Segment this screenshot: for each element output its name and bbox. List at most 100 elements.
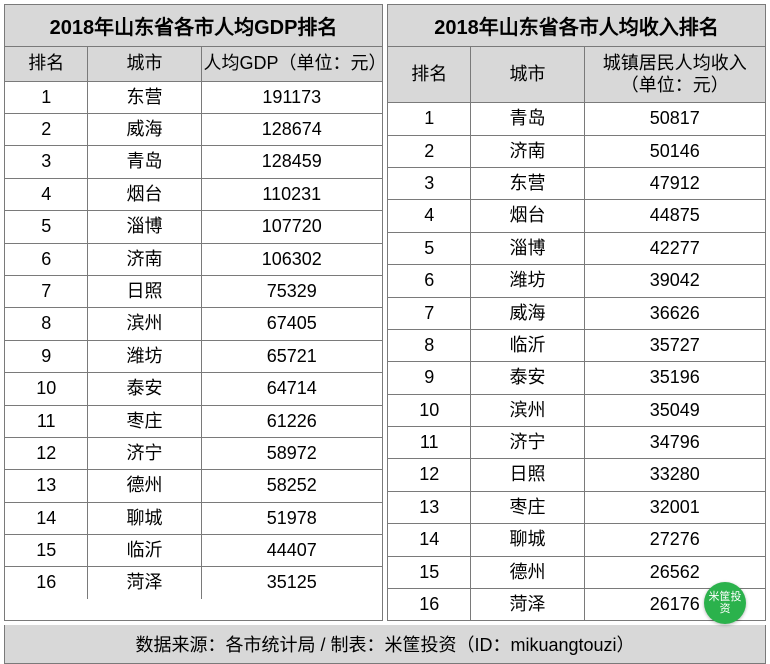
table-row: 15临沂44407 (5, 535, 382, 567)
value-cell: 35196 (584, 362, 765, 394)
rank-cell: 13 (388, 491, 471, 523)
value-cell: 75329 (201, 275, 382, 307)
income-col-value: 城镇居民人均收入（单位：元） (584, 47, 765, 103)
table-row: 2威海128674 (5, 113, 382, 145)
rank-cell: 13 (5, 470, 88, 502)
rank-cell: 10 (388, 394, 471, 426)
table-row: 10泰安64714 (5, 373, 382, 405)
value-cell: 35049 (584, 394, 765, 426)
city-cell: 泰安 (471, 362, 584, 394)
table-row: 1东营191173 (5, 81, 382, 113)
table-row: 2济南50146 (388, 135, 765, 167)
value-cell: 110231 (201, 178, 382, 210)
income-table: 排名 城市 城镇居民人均收入（单位：元） 1青岛508172济南501463东营… (388, 47, 765, 620)
city-cell: 聊城 (471, 524, 584, 556)
rank-cell: 14 (388, 524, 471, 556)
table-row: 15德州26562 (388, 556, 765, 588)
city-cell: 济宁 (471, 427, 584, 459)
rank-cell: 4 (5, 178, 88, 210)
rank-cell: 3 (5, 146, 88, 178)
value-cell: 107720 (201, 211, 382, 243)
table-row: 8滨州67405 (5, 308, 382, 340)
rank-cell: 16 (388, 589, 471, 621)
value-cell: 39042 (584, 265, 765, 297)
value-cell: 50146 (584, 135, 765, 167)
table-row: 4烟台44875 (388, 200, 765, 232)
city-cell: 聊城 (88, 502, 201, 534)
city-cell: 临沂 (471, 329, 584, 361)
gdp-title: 2018年山东省各市人均GDP排名 (5, 5, 382, 47)
value-cell: 44407 (201, 535, 382, 567)
value-cell: 32001 (584, 491, 765, 523)
city-cell: 滨州 (471, 394, 584, 426)
table-row: 9潍坊65721 (5, 340, 382, 372)
value-cell: 58972 (201, 437, 382, 469)
city-cell: 威海 (88, 113, 201, 145)
table-row: 12日照33280 (388, 459, 765, 491)
city-cell: 烟台 (471, 200, 584, 232)
rank-cell: 8 (388, 329, 471, 361)
rank-cell: 12 (5, 437, 88, 469)
rank-cell: 9 (5, 340, 88, 372)
city-cell: 泰安 (88, 373, 201, 405)
gdp-panel: 2018年山东省各市人均GDP排名 排名 城市 人均GDP（单位：元） 1东营1… (4, 4, 383, 621)
value-cell: 61226 (201, 405, 382, 437)
value-cell: 35125 (201, 567, 382, 599)
city-cell: 威海 (471, 297, 584, 329)
table-row: 4烟台110231 (5, 178, 382, 210)
rank-cell: 8 (5, 308, 88, 340)
city-cell: 菏泽 (88, 567, 201, 599)
table-row: 5淄博42277 (388, 232, 765, 264)
table-row: 8临沂35727 (388, 329, 765, 361)
gdp-col-city: 城市 (88, 47, 201, 81)
value-cell: 36626 (584, 297, 765, 329)
table-row: 11济宁34796 (388, 427, 765, 459)
table-row: 6济南106302 (5, 243, 382, 275)
city-cell: 烟台 (88, 178, 201, 210)
rank-cell: 15 (5, 535, 88, 567)
city-cell: 潍坊 (88, 340, 201, 372)
city-cell: 青岛 (88, 146, 201, 178)
rank-cell: 7 (388, 297, 471, 329)
value-cell: 42277 (584, 232, 765, 264)
rank-cell: 4 (388, 200, 471, 232)
table-row: 11枣庄61226 (5, 405, 382, 437)
city-cell: 潍坊 (471, 265, 584, 297)
rank-cell: 6 (5, 243, 88, 275)
rank-cell: 12 (388, 459, 471, 491)
city-cell: 德州 (88, 470, 201, 502)
gdp-col-value: 人均GDP（单位：元） (201, 47, 382, 81)
city-cell: 济南 (471, 135, 584, 167)
value-cell: 65721 (201, 340, 382, 372)
city-cell: 菏泽 (471, 589, 584, 621)
table-row: 16菏泽35125 (5, 567, 382, 599)
city-cell: 日照 (471, 459, 584, 491)
table-row: 3青岛128459 (5, 146, 382, 178)
income-col-city: 城市 (471, 47, 584, 103)
value-cell: 34796 (584, 427, 765, 459)
table-row: 5淄博107720 (5, 211, 382, 243)
rank-cell: 11 (388, 427, 471, 459)
table-row: 12济宁58972 (5, 437, 382, 469)
city-cell: 东营 (471, 167, 584, 199)
table-row: 9泰安35196 (388, 362, 765, 394)
table-row: 13德州58252 (5, 470, 382, 502)
city-cell: 滨州 (88, 308, 201, 340)
value-cell: 67405 (201, 308, 382, 340)
value-cell: 106302 (201, 243, 382, 275)
value-cell: 44875 (584, 200, 765, 232)
city-cell: 枣庄 (88, 405, 201, 437)
rank-cell: 2 (388, 135, 471, 167)
rank-cell: 11 (5, 405, 88, 437)
watermark-badge: 米筐投资 (704, 582, 746, 624)
rank-cell: 5 (388, 232, 471, 264)
value-cell: 33280 (584, 459, 765, 491)
source-footer: 数据来源：各市统计局 / 制表：米筐投资（ID：mikuangtouzi） (4, 625, 766, 664)
table-row: 3东营47912 (388, 167, 765, 199)
rank-cell: 9 (388, 362, 471, 394)
value-cell: 128674 (201, 113, 382, 145)
value-cell: 191173 (201, 81, 382, 113)
income-title: 2018年山东省各市人均收入排名 (388, 5, 765, 47)
rank-cell: 5 (5, 211, 88, 243)
rank-cell: 1 (388, 103, 471, 135)
